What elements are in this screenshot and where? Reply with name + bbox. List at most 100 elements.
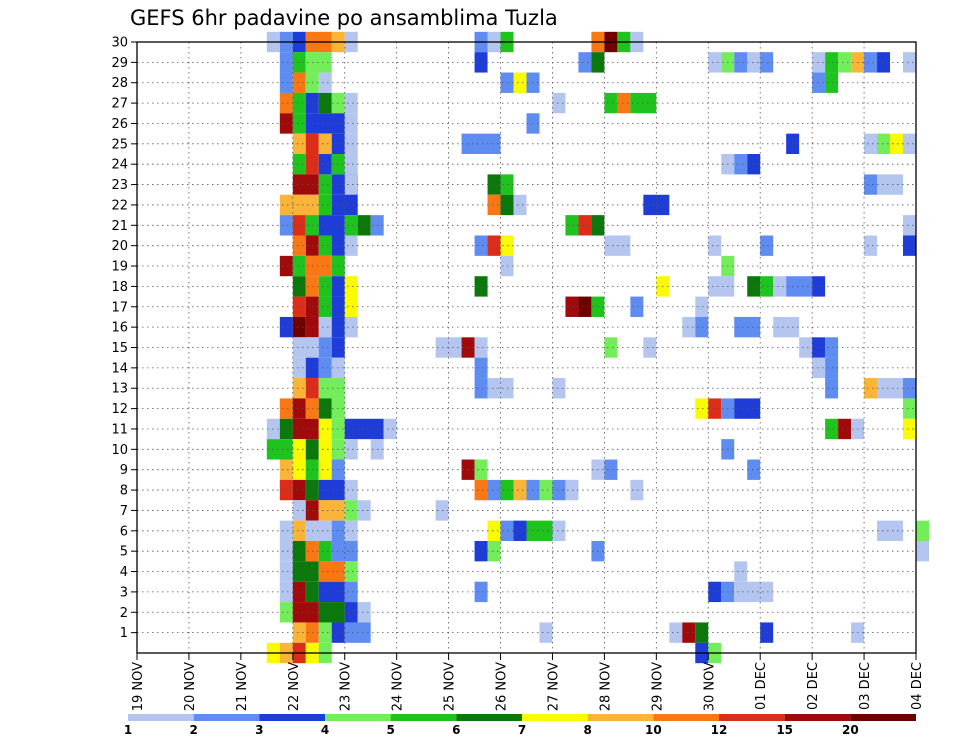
heatmap-cell — [279, 255, 293, 277]
heatmap-cell — [279, 520, 293, 541]
heatmap-cell — [292, 561, 319, 582]
heatmap-cell — [877, 378, 904, 399]
heatmap-cell — [318, 398, 332, 419]
heatmap-cell — [747, 459, 761, 480]
y-tick-label: 5 — [120, 545, 128, 560]
heatmap-cell — [344, 215, 358, 236]
legend-label: 15 — [776, 723, 793, 737]
heatmap-cell — [669, 622, 683, 643]
heatmap-cell — [695, 398, 709, 419]
legend-swatch — [719, 714, 785, 721]
heatmap-cell — [734, 154, 748, 175]
x-tick-label: 02 DEC — [806, 662, 821, 710]
heatmap-cell — [318, 72, 332, 93]
x-tick-label: 22 NOV — [287, 662, 302, 711]
heatmap-cell — [812, 72, 826, 93]
heatmap-cell — [279, 398, 293, 419]
heatmap-cell — [292, 540, 306, 562]
heatmap-cell — [318, 133, 332, 155]
heatmap-cell — [318, 459, 332, 480]
heatmap-cell — [825, 418, 839, 440]
y-tick-label: 21 — [111, 219, 128, 234]
heatmap-cell — [318, 154, 332, 175]
heatmap-cell — [825, 52, 839, 73]
heatmap-cell — [292, 337, 319, 358]
heatmap-cell — [474, 357, 488, 379]
legend-label: 7 — [518, 723, 526, 737]
heatmap-cell — [318, 500, 345, 521]
heatmap-cell — [292, 357, 306, 379]
heatmap-cell — [565, 479, 579, 501]
legend-label: 4 — [321, 723, 329, 737]
heatmap-cell — [279, 602, 293, 623]
y-tick-label: 24 — [111, 158, 128, 173]
legend-swatch — [259, 714, 325, 721]
heatmap-cell — [318, 561, 345, 582]
legend-label: 5 — [386, 723, 394, 737]
heatmap-cell — [825, 357, 839, 379]
heatmap-cell — [474, 276, 488, 297]
heatmap-cell — [903, 133, 916, 155]
y-tick-label: 3 — [120, 585, 128, 600]
heatmap-cell — [734, 561, 748, 582]
y-tick-label: 27 — [111, 97, 128, 112]
heatmap-cell — [305, 255, 332, 277]
heatmap-cell — [292, 154, 306, 175]
heatmap-cell — [344, 479, 358, 501]
heatmap-cell — [344, 276, 358, 297]
legend-swatch — [193, 714, 260, 721]
heatmap-cell — [630, 479, 644, 501]
heatmap-cell — [864, 378, 878, 399]
heatmap-cell — [864, 174, 878, 195]
heatmap-cell — [292, 398, 306, 419]
heatmap-cell — [630, 296, 644, 317]
heatmap-cell — [552, 378, 566, 399]
heatmap-cell — [292, 255, 306, 277]
y-tick-label: 11 — [111, 422, 128, 437]
legend-swatch — [456, 714, 522, 721]
y-tick-label: 1 — [120, 626, 128, 641]
x-tick-label: 19 NOV — [131, 662, 146, 711]
y-tick-label: 14 — [111, 361, 128, 376]
heatmap-cell — [474, 235, 488, 256]
heatmap-cell — [539, 479, 553, 501]
y-tick-label: 2 — [120, 606, 128, 621]
heatmap-cell — [812, 276, 826, 297]
x-tick-label: 30 NOV — [702, 662, 717, 711]
heatmap-cell — [604, 92, 618, 114]
y-tick-label: 4 — [120, 565, 128, 580]
y-tick-label: 10 — [111, 443, 128, 458]
x-tick-label: 04 DEC — [910, 662, 925, 710]
y-tick-label: 7 — [120, 504, 128, 519]
y-tick-label: 22 — [111, 198, 128, 213]
heatmap-cell — [513, 72, 527, 93]
y-tick-label: 23 — [111, 178, 128, 193]
heatmap-cell — [344, 316, 358, 338]
heatmap-cell — [292, 479, 306, 501]
heatmap-cell — [305, 520, 332, 541]
heatmap-cell — [643, 337, 657, 358]
heatmap-cell — [344, 113, 358, 134]
heatmap-cell — [318, 194, 332, 216]
heatmap-cell — [318, 439, 332, 460]
heatmap-cell — [864, 235, 878, 256]
x-tick-label: 26 NOV — [495, 662, 510, 711]
heatmap-cell — [513, 520, 527, 541]
y-tick-label: 30 — [111, 36, 128, 51]
heatmap-cell — [838, 52, 852, 73]
heatmap-cell — [279, 459, 293, 480]
heatmap-cell — [552, 92, 566, 114]
heatmap-cell — [292, 459, 306, 480]
heatmap-cell — [474, 479, 488, 501]
heatmap-cell — [864, 133, 878, 155]
heatmap-cell — [474, 378, 488, 399]
heatmap-cell — [292, 92, 306, 114]
heatmap-cell — [318, 418, 332, 440]
heatmap-cell — [344, 561, 358, 582]
heatmap-cell — [578, 52, 592, 73]
y-tick-label: 18 — [111, 280, 128, 295]
heatmap-cell — [552, 479, 566, 501]
color-legend: 1 2 3 4 5 6 7 8 10 12 15 20 — [124, 714, 916, 737]
x-tick-label: 24 NOV — [391, 662, 406, 711]
heatmap-cell — [318, 215, 345, 236]
